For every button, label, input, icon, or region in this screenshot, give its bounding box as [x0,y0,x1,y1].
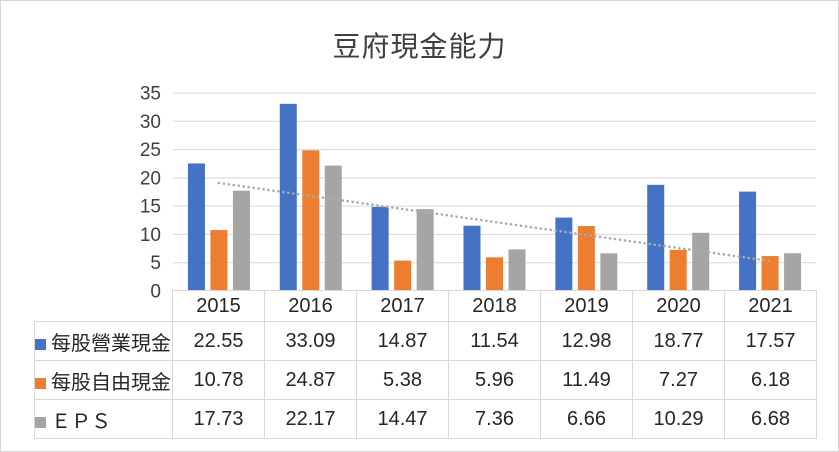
y-axis-tick-label-30: 30 [140,112,161,133]
value-cell-series2-2019: 6.66 [540,399,633,439]
year-header-cell-2016: 2016 [264,290,357,322]
chart-data-table: 2015 2016 2017 2018 2019 2020 2021 每股營業現金 22.55 3… [34,290,817,439]
legend-label-cell-series2: ＥＰＳ [34,399,173,439]
bar-series2-2016 [324,165,342,291]
chart-title: 豆府現金能力 [332,31,507,62]
value-cell-series0-2019: 12.98 [540,321,633,361]
table-row-series0: 每股營業現金 22.55 33.09 14.87 11.54 12.98 18.77 17.5… [34,321,817,361]
value-cell-series1-2017: 5.38 [356,360,449,400]
bar-series1-2016 [302,150,320,291]
bar-series0-2017 [371,206,389,291]
value-cell-series0-2016: 33.09 [264,321,357,361]
table-corner-blank-cell [35,291,173,322]
bar-series2-2020 [692,232,710,291]
bar-series1-2018 [486,257,503,291]
legend-label-cell-series0: 每股營業現金 [34,321,173,361]
value-cell-series1-2020: 7.27 [632,360,725,400]
value-cell-series1-2018: 5.96 [448,360,541,400]
value-cell-series2-2016: 22.17 [264,399,357,439]
table-row-series2: ＥＰＳ 17.73 22.17 14.47 7.36 6.66 10.29 6.68 [34,399,817,439]
legend-series-name: 每股自由現金 [51,371,171,394]
bar-series1-2017 [394,260,412,291]
bar-series0-2020 [647,184,665,291]
value-cell-series2-2020: 10.29 [632,399,725,439]
year-header-cell-2021: 2021 [724,290,817,322]
value-cell-series0-2015: 22.55 [172,321,265,361]
bar-series0-2015 [187,163,205,291]
legend-key-swatch-series1 [35,377,46,389]
y-axis-tick-label-15: 15 [140,197,161,218]
bar-series1-2015 [210,230,228,291]
trendline-dotted [217,181,772,263]
value-cell-series0-2017: 14.87 [356,321,449,361]
y-axis-tick-label-25: 25 [140,140,161,161]
y-axis-tick-label-0: 0 [150,282,161,303]
bar-series0-2019 [555,217,573,291]
year-header-cell-2020: 2020 [632,290,725,322]
year-header-cell-2017: 2017 [356,290,449,322]
bar-series1-2021 [761,256,779,291]
y-axis-tick-label-10: 10 [140,225,161,246]
value-cell-series1-2016: 24.87 [264,360,357,400]
bar-series0-2018 [463,225,481,291]
year-header-cell-2019: 2019 [540,290,633,322]
legend-series-name: ＥＰＳ [51,410,111,433]
bar-series2-2018 [508,249,526,291]
value-cell-series2-2015: 17.73 [172,399,265,439]
bar-series0-2016 [279,103,297,291]
legend-label-cell-series1: 每股自由現金 [34,360,173,400]
value-cell-series2-2017: 14.47 [356,399,449,439]
bar-series1-2019 [577,225,595,291]
table-row-series1: 每股自由現金 10.78 24.87 5.38 5.96 11.49 7.27 6.18 [34,360,817,400]
value-cell-series2-2018: 7.36 [448,399,541,439]
value-cell-series1-2015: 10.78 [172,360,265,400]
bar-series0-2021 [739,191,757,291]
bar-series2-2019 [600,253,618,291]
bar-series2-2015 [232,190,250,291]
year-header-cell-2018: 2018 [448,290,541,322]
value-cell-series0-2018: 11.54 [448,321,541,361]
bar-series2-2017 [416,209,434,291]
value-cell-series1-2021: 6.18 [724,360,817,400]
year-header-cell-2015: 2015 [172,290,265,322]
table-header-row: 2015 2016 2017 2018 2019 2020 2021 [35,290,817,322]
bar-series1-2020 [669,249,687,291]
legend-key-swatch-series0 [35,338,46,350]
value-cell-series0-2020: 18.77 [632,321,725,361]
legend-series-name: 每股營業現金 [51,332,171,355]
bar-series2-2021 [784,253,802,291]
value-cell-series1-2019: 11.49 [540,360,633,400]
y-axis-tick-label-20: 20 [140,168,161,189]
value-cell-series0-2021: 17.57 [724,321,817,361]
value-cell-series2-2021: 6.68 [724,399,817,439]
legend-key-swatch-series2 [35,416,46,428]
y-axis-tick-label-5: 5 [150,253,161,274]
y-axis-tick-label-35: 35 [140,84,161,105]
